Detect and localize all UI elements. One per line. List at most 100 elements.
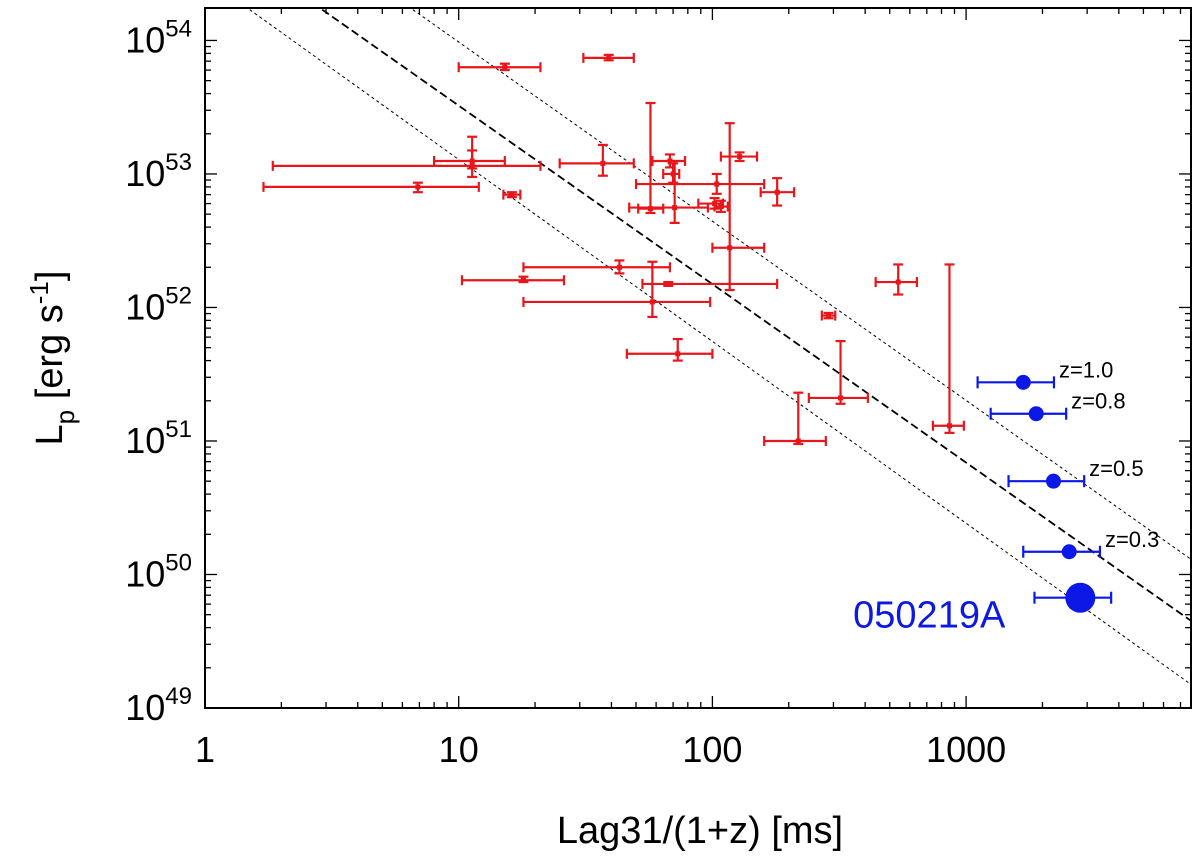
annotations-layer: z=1.0 z=0.8 z=0.5 z=0.3 050219A (853, 357, 1159, 636)
red-data-point (522, 259, 672, 275)
red-data-marker (606, 55, 612, 61)
redshift-label: z=0.8 (1071, 389, 1125, 414)
x-tick-label: 10 (439, 729, 479, 770)
y-tick-exponent: 53 (165, 149, 192, 176)
red-data-marker (520, 277, 526, 283)
red-data-marker (415, 184, 421, 190)
red-data-marker (502, 64, 508, 70)
red-data-point (628, 159, 710, 224)
blue-data-point (1022, 544, 1102, 560)
red-data-point (634, 172, 766, 195)
red-data-point (522, 260, 712, 318)
red-data-marker (826, 313, 832, 319)
red-data-marker (670, 171, 676, 177)
y-tick-exponent: 52 (165, 282, 192, 309)
red-data-point (651, 153, 687, 169)
red-data-point (711, 122, 766, 292)
red-data-marker (714, 181, 720, 187)
x-axis-title: Lag31/(1+z) [ms] (557, 810, 843, 852)
red-data-marker (795, 438, 801, 444)
red-data-point (874, 263, 919, 296)
guide-lines-layer (249, 8, 1191, 685)
red-data-point (262, 181, 480, 194)
red-data-point (625, 337, 714, 362)
highlight-point (1033, 582, 1113, 613)
y-tick-exponent: 49 (165, 683, 192, 710)
highlight-marker (1065, 582, 1096, 613)
upper-bound-line (412, 9, 1191, 560)
red-data-point (820, 310, 837, 321)
red-data-point (271, 135, 542, 179)
plot-frame (204, 7, 1192, 709)
y-tick-base: 10 (125, 687, 165, 728)
red-data-marker (665, 281, 671, 287)
red-data-marker (737, 154, 743, 160)
red-data-marker (838, 395, 844, 401)
red-data-point (558, 143, 635, 177)
red-data-marker (774, 189, 780, 195)
blue-data-point (976, 374, 1056, 390)
y-tick-exponent: 54 (165, 15, 192, 42)
red-data-marker (727, 245, 733, 251)
blue-points-layer (976, 374, 1113, 613)
y-tick-base: 10 (125, 19, 165, 60)
red-data-point (931, 263, 965, 434)
grb-050219a-label: 050219A (853, 595, 1006, 637)
red-data-marker (718, 204, 724, 210)
red-data-marker (946, 423, 952, 429)
red-data-point (637, 101, 665, 215)
red-data-point (763, 391, 827, 446)
red-data-marker (469, 158, 475, 164)
y-tick-label: 1051 (125, 416, 192, 461)
x-tick-label: 1 (195, 729, 215, 770)
y-tick-label: 1050 (125, 549, 192, 594)
lower-bound-line (249, 9, 1191, 685)
y-tick-exponent: 50 (165, 549, 192, 576)
redshift-label: z=1.0 (1059, 357, 1113, 382)
y-tick-exponent: 51 (165, 416, 192, 443)
redshift-label: z=0.5 (1089, 456, 1143, 481)
y-tick-label: 1049 (125, 683, 192, 728)
red-data-point (433, 149, 506, 170)
y-tick-label: 1054 (125, 15, 192, 60)
red-data-point (502, 189, 522, 200)
y-tick-base: 10 (125, 286, 165, 327)
red-data-point (582, 52, 635, 63)
x-tick-label: 1000 (926, 729, 1006, 770)
axis-ticks-layer (204, 8, 1191, 709)
red-data-point (457, 62, 542, 73)
blue-data-marker (1015, 374, 1031, 390)
blue-data-marker (1061, 544, 1077, 560)
red-data-point (807, 339, 869, 405)
blue-data-point (1007, 473, 1086, 489)
y-tick-base: 10 (125, 553, 165, 594)
red-data-point (759, 177, 796, 207)
red-data-point (662, 162, 681, 184)
blue-data-point (989, 406, 1068, 422)
blue-data-marker (1045, 473, 1061, 489)
red-data-point (641, 278, 779, 289)
y-tick-base: 10 (125, 153, 165, 194)
redshift-label: z=0.3 (1105, 527, 1159, 552)
y-tick-label: 1052 (125, 282, 192, 327)
red-data-marker (895, 279, 901, 285)
x-tick-labels: 1 10 100 1000 (195, 729, 1006, 770)
red-data-marker (675, 351, 681, 357)
y-tick-label: 1053 (125, 149, 192, 194)
red-data-marker (649, 299, 655, 305)
x-tick-label: 100 (682, 729, 742, 770)
red-data-point (460, 275, 566, 286)
red-data-marker (616, 264, 622, 270)
red-data-point (713, 199, 729, 213)
blue-data-marker (1028, 406, 1044, 422)
red-data-marker (672, 205, 678, 211)
red-points-layer (262, 52, 965, 446)
y-axis-title: Lp [erg s-1] (24, 271, 80, 446)
red-data-point (719, 151, 759, 163)
red-data-marker (600, 160, 606, 166)
best-fit-line (321, 8, 1191, 622)
red-data-marker (509, 192, 515, 198)
y-tick-base: 10 (125, 420, 165, 461)
